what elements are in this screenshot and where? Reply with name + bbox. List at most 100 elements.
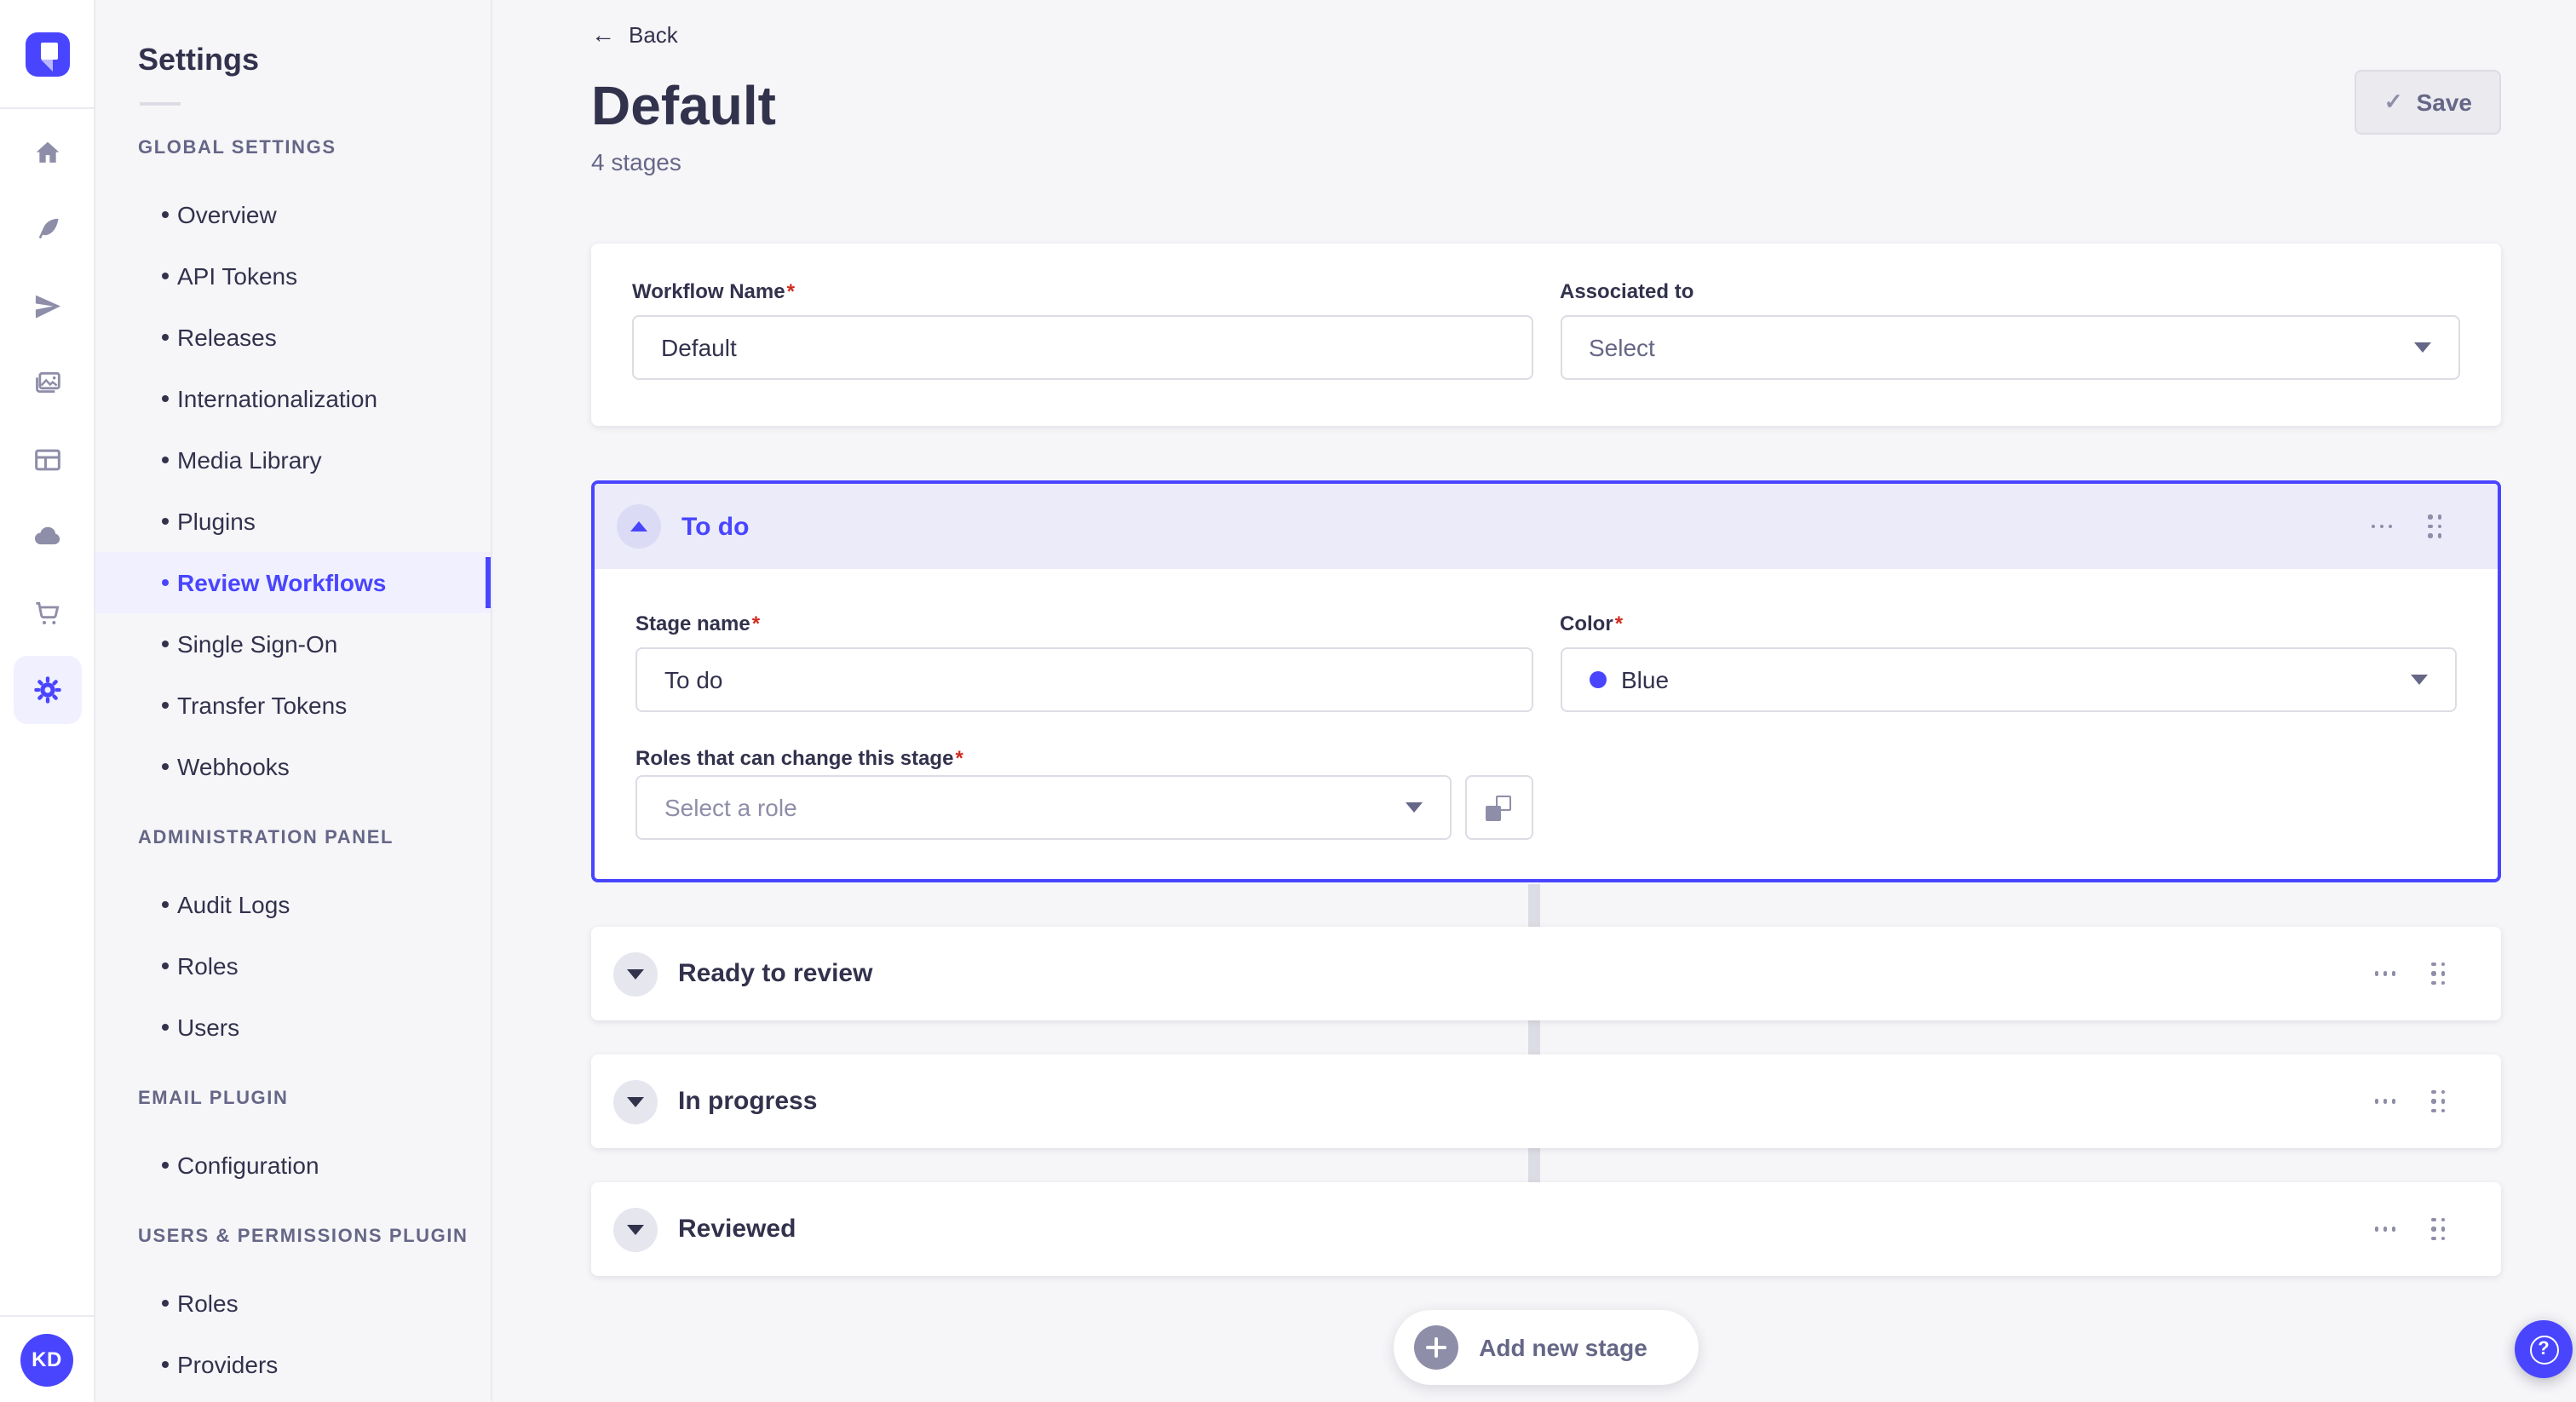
stage-name-input[interactable] xyxy=(635,647,1532,712)
sidebar-item-admin-users[interactable]: Users xyxy=(95,997,491,1058)
workflow-name-field: Workflow Name * xyxy=(632,279,1532,380)
stage-more-menu-icon[interactable] xyxy=(2374,1221,2395,1238)
add-stage-label: Add new stage xyxy=(1479,1334,1647,1361)
media-library-icon[interactable] xyxy=(13,349,81,417)
save-label: Save xyxy=(2416,89,2472,116)
drag-handle-icon[interactable] xyxy=(2426,957,2450,991)
associated-to-field: Associated to Select xyxy=(1560,279,2460,380)
help-button[interactable]: ? xyxy=(2515,1320,2573,1378)
paper-plane-icon[interactable] xyxy=(13,273,81,341)
color-select[interactable]: Blue xyxy=(1560,647,2457,712)
stage-title: Ready to review xyxy=(678,959,873,988)
sidebar-item-label: Single Sign-On xyxy=(177,630,338,658)
chevron-down-icon xyxy=(627,968,644,979)
chevron-down-icon xyxy=(1405,802,1422,813)
sidebar-item-overview[interactable]: Overview xyxy=(95,184,491,245)
stage-color-field: Color * Blue xyxy=(1560,612,2457,712)
add-new-stage-button[interactable]: Add new stage xyxy=(1394,1310,1699,1385)
bullet-icon xyxy=(162,901,169,908)
cart-icon[interactable] xyxy=(13,579,81,647)
expand-stage-button[interactable] xyxy=(613,1079,658,1123)
chevron-down-icon xyxy=(627,1224,644,1234)
drag-handle-icon[interactable] xyxy=(2423,510,2447,543)
sidebar-item-media-library[interactable]: Media Library xyxy=(95,429,491,491)
color-label-text: Color xyxy=(1560,612,1613,635)
strapi-logo[interactable] xyxy=(25,32,69,76)
save-button[interactable]: ✓ Save xyxy=(2355,70,2501,135)
sidebar-item-single-sign-on[interactable]: Single Sign-On xyxy=(95,613,491,675)
section-label-users-permissions-plugin: USERS & PERMISSIONS PLUGIN xyxy=(138,1227,469,1247)
color-label: Color * xyxy=(1560,612,2457,635)
required-marker: * xyxy=(751,612,761,635)
stage-name-label: Stage name * xyxy=(635,612,1532,635)
bullet-icon xyxy=(162,1024,169,1031)
sidebar-item-api-tokens[interactable]: API Tokens xyxy=(95,245,491,307)
associated-to-value: Select xyxy=(1589,334,1655,361)
subnav-divider xyxy=(140,102,181,106)
sidebar-item-email-configuration[interactable]: Configuration xyxy=(95,1135,491,1196)
drag-handle-icon[interactable] xyxy=(2426,1085,2450,1118)
sidebar-item-label: Configuration xyxy=(177,1152,319,1179)
back-link[interactable]: ← Back xyxy=(591,0,678,48)
workflow-name-input[interactable] xyxy=(632,315,1532,380)
sidebar-item-audit-logs[interactable]: Audit Logs xyxy=(95,874,491,935)
global-settings-menu: Overview API Tokens Releases Internation… xyxy=(95,184,491,797)
workflow-detail-main: ← Back Default ✓ Save 4 stages Workflow … xyxy=(492,0,2576,1402)
workflow-name-label: Workflow Name * xyxy=(632,279,1532,303)
stage-more-menu-icon[interactable] xyxy=(2374,1093,2395,1111)
duplicate-stage-button[interactable] xyxy=(1464,775,1532,840)
bullet-icon xyxy=(162,962,169,969)
stage-row-in-progress[interactable]: In progress xyxy=(591,1054,2501,1148)
expand-stage-button[interactable] xyxy=(613,1207,658,1251)
home-icon[interactable] xyxy=(13,119,81,187)
expand-stage-button[interactable] xyxy=(613,951,658,996)
collapse-stage-button[interactable] xyxy=(617,504,661,549)
associated-to-select[interactable]: Select xyxy=(1560,315,2460,380)
subnav-title: Settings xyxy=(138,43,260,77)
chevron-down-icon xyxy=(627,1096,644,1106)
stage-more-menu-icon[interactable] xyxy=(2374,965,2395,983)
stage-more-menu-icon[interactable] xyxy=(2371,518,2392,536)
drag-handle-icon[interactable] xyxy=(2426,1213,2450,1246)
stage-header-actions xyxy=(2374,1085,2450,1118)
sidebar-item-webhooks[interactable]: Webhooks xyxy=(95,736,491,797)
sidebar-item-plugins[interactable]: Plugins xyxy=(95,491,491,552)
email-plugin-menu: Configuration xyxy=(95,1135,491,1196)
sidebar-item-releases[interactable]: Releases xyxy=(95,307,491,368)
stage-header-to-do[interactable]: To do xyxy=(595,484,2498,569)
roles-select[interactable]: Select a role xyxy=(635,775,1451,840)
sidebar-item-label: Transfer Tokens xyxy=(177,692,348,719)
user-avatar[interactable]: KD xyxy=(20,1333,73,1386)
sidebar-item-label: Review Workflows xyxy=(177,569,387,596)
required-marker: * xyxy=(955,746,963,770)
sidebar-item-up-roles[interactable]: Roles xyxy=(95,1273,491,1334)
bullet-icon xyxy=(162,334,169,341)
color-value: Blue xyxy=(1621,666,1670,693)
stage-row-reviewed[interactable]: Reviewed xyxy=(591,1182,2501,1276)
sidebar-item-review-workflows[interactable]: Review Workflows xyxy=(95,552,491,613)
chevron-up-icon xyxy=(630,521,647,531)
sidebar-item-label: Users xyxy=(177,1014,240,1041)
plus-icon xyxy=(1414,1325,1459,1370)
section-label-administration-panel: ADMINISTRATION PANEL xyxy=(138,828,394,848)
bullet-icon xyxy=(162,763,169,770)
sidebar-item-up-providers[interactable]: Providers xyxy=(95,1334,491,1395)
stage-count-subtitle: 4 stages xyxy=(591,148,681,175)
sidebar-item-label: Audit Logs xyxy=(177,891,290,918)
stage-row-ready-to-review[interactable]: Ready to review xyxy=(591,927,2501,1020)
sidebar-item-transfer-tokens[interactable]: Transfer Tokens xyxy=(95,675,491,736)
stage-roles-field: Roles that can change this stage * Select… xyxy=(635,746,1532,840)
bullet-icon xyxy=(162,273,169,279)
rail-footer: KD xyxy=(0,1315,94,1402)
required-marker: * xyxy=(786,279,795,303)
logo-section xyxy=(0,0,94,109)
sidebar-item-label: Overview xyxy=(177,201,277,228)
cloud-icon[interactable] xyxy=(13,503,81,571)
settings-gear-icon[interactable] xyxy=(13,656,81,724)
sidebar-item-admin-roles[interactable]: Roles xyxy=(95,935,491,997)
back-label: Back xyxy=(629,21,678,47)
layout-icon[interactable] xyxy=(13,426,81,494)
sidebar-item-internationalization[interactable]: Internationalization xyxy=(95,368,491,429)
feather-icon[interactable] xyxy=(13,196,81,264)
